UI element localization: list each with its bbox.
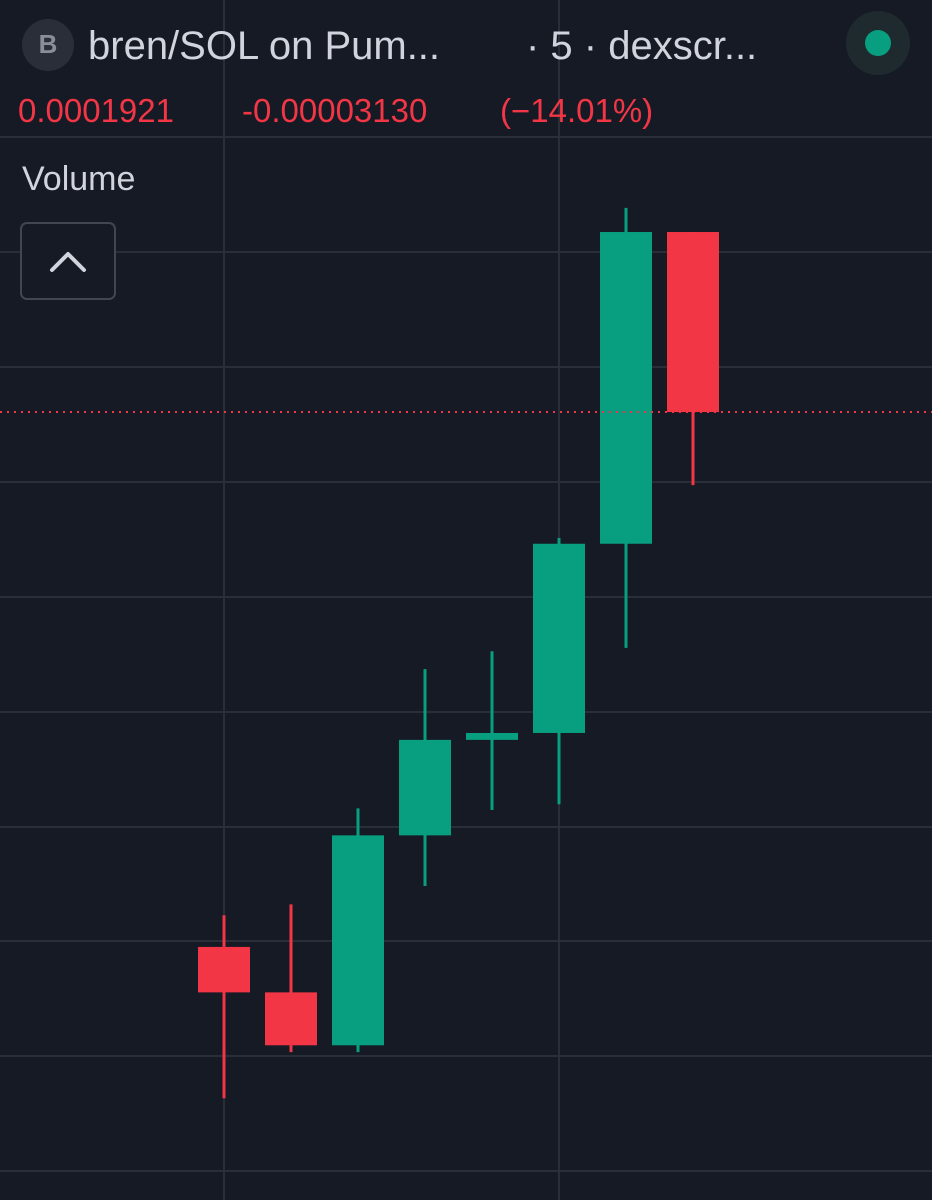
candle-body	[198, 946, 250, 993]
candle-body	[332, 835, 384, 1046]
candle-body	[265, 992, 317, 1046]
status-dot	[865, 30, 891, 56]
candle-body	[667, 232, 719, 413]
chevron-icon	[50, 252, 86, 272]
collapse-button[interactable]	[20, 222, 116, 300]
candle-body	[600, 232, 652, 544]
candle-body	[399, 739, 451, 836]
avatar-letter: B	[39, 29, 58, 59]
candle-body	[533, 543, 585, 733]
avatar	[22, 19, 74, 71]
price-change-pct: (−14.01%)	[500, 92, 653, 129]
symbol-meta: · 5 · dexscr...	[526, 24, 757, 68]
candles	[0, 207, 932, 1099]
candle-body	[466, 732, 518, 740]
last-price: 0.0001921	[18, 92, 174, 129]
symbol-title: bren/SOL on Pum...	[88, 24, 440, 68]
volume-legend: Volume	[22, 160, 135, 198]
price-change: -0.00003130	[242, 92, 427, 129]
